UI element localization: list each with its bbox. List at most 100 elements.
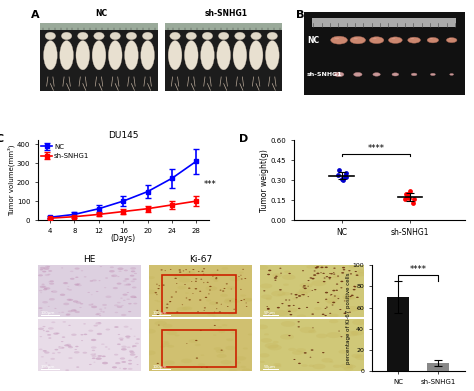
Ellipse shape: [130, 352, 135, 353]
Ellipse shape: [125, 335, 130, 338]
Ellipse shape: [128, 368, 133, 370]
Ellipse shape: [182, 306, 192, 310]
Ellipse shape: [89, 364, 92, 365]
Ellipse shape: [346, 306, 359, 312]
Ellipse shape: [169, 301, 171, 302]
Ellipse shape: [347, 365, 356, 368]
Ellipse shape: [332, 295, 340, 298]
Ellipse shape: [81, 334, 83, 335]
Point: [404, 191, 411, 197]
Ellipse shape: [300, 327, 315, 333]
Ellipse shape: [132, 346, 134, 347]
Ellipse shape: [76, 283, 81, 285]
Ellipse shape: [348, 270, 351, 271]
Ellipse shape: [265, 298, 272, 300]
Ellipse shape: [248, 334, 253, 335]
Ellipse shape: [145, 289, 156, 294]
Ellipse shape: [233, 41, 247, 70]
Ellipse shape: [332, 290, 336, 291]
Point: [403, 194, 410, 200]
Ellipse shape: [213, 334, 217, 336]
Ellipse shape: [340, 336, 342, 337]
Ellipse shape: [293, 359, 295, 360]
Ellipse shape: [81, 270, 83, 271]
Text: B: B: [296, 10, 304, 20]
Ellipse shape: [223, 313, 227, 315]
Ellipse shape: [129, 350, 134, 352]
Ellipse shape: [170, 269, 172, 270]
Ellipse shape: [99, 280, 100, 281]
Ellipse shape: [336, 290, 338, 291]
Ellipse shape: [349, 312, 351, 313]
Ellipse shape: [106, 296, 111, 298]
Ellipse shape: [53, 332, 59, 335]
Ellipse shape: [74, 351, 80, 353]
Ellipse shape: [142, 32, 153, 40]
Ellipse shape: [102, 362, 108, 364]
Ellipse shape: [224, 300, 234, 303]
Point: [342, 174, 350, 180]
Ellipse shape: [353, 286, 356, 287]
Ellipse shape: [48, 306, 50, 307]
Ellipse shape: [100, 266, 102, 267]
Ellipse shape: [189, 339, 198, 343]
Ellipse shape: [62, 336, 65, 338]
Ellipse shape: [353, 289, 356, 291]
Bar: [162, 330, 236, 367]
Ellipse shape: [121, 361, 126, 363]
Ellipse shape: [267, 274, 270, 275]
Ellipse shape: [120, 298, 123, 299]
Ellipse shape: [186, 271, 195, 275]
Ellipse shape: [229, 369, 237, 373]
Ellipse shape: [209, 286, 211, 287]
Ellipse shape: [185, 292, 189, 294]
Ellipse shape: [48, 270, 52, 272]
Ellipse shape: [392, 73, 399, 76]
Ellipse shape: [44, 287, 50, 290]
Ellipse shape: [132, 345, 137, 347]
Ellipse shape: [261, 294, 272, 299]
Ellipse shape: [233, 300, 240, 303]
Ellipse shape: [92, 41, 106, 70]
Ellipse shape: [214, 347, 222, 350]
Ellipse shape: [132, 278, 137, 280]
Ellipse shape: [344, 367, 353, 371]
Ellipse shape: [341, 272, 344, 274]
Ellipse shape: [340, 364, 353, 369]
Ellipse shape: [91, 294, 93, 295]
Ellipse shape: [111, 274, 118, 277]
Ellipse shape: [155, 300, 158, 301]
Ellipse shape: [328, 278, 331, 279]
Ellipse shape: [315, 267, 318, 269]
Ellipse shape: [292, 298, 297, 300]
Ellipse shape: [98, 322, 101, 323]
Ellipse shape: [198, 363, 205, 366]
Text: C: C: [0, 134, 3, 144]
Ellipse shape: [134, 297, 137, 298]
Bar: [312, 18, 456, 27]
Ellipse shape: [124, 326, 128, 328]
Ellipse shape: [357, 307, 364, 310]
Ellipse shape: [73, 310, 76, 311]
Ellipse shape: [332, 302, 335, 303]
Ellipse shape: [218, 326, 222, 328]
Ellipse shape: [47, 334, 51, 336]
Ellipse shape: [105, 346, 108, 348]
Ellipse shape: [128, 363, 132, 365]
Ellipse shape: [91, 339, 96, 341]
Point: [402, 191, 410, 197]
Ellipse shape: [326, 307, 328, 308]
Ellipse shape: [164, 361, 175, 365]
Ellipse shape: [219, 290, 221, 291]
Ellipse shape: [124, 269, 128, 271]
Ellipse shape: [430, 73, 435, 75]
Ellipse shape: [293, 305, 295, 306]
Ellipse shape: [65, 369, 69, 371]
Ellipse shape: [176, 283, 177, 284]
Ellipse shape: [185, 269, 187, 270]
Ellipse shape: [134, 336, 136, 337]
Ellipse shape: [114, 326, 118, 328]
Title: DU145: DU145: [108, 131, 138, 140]
Ellipse shape: [216, 302, 218, 303]
Ellipse shape: [195, 344, 201, 346]
